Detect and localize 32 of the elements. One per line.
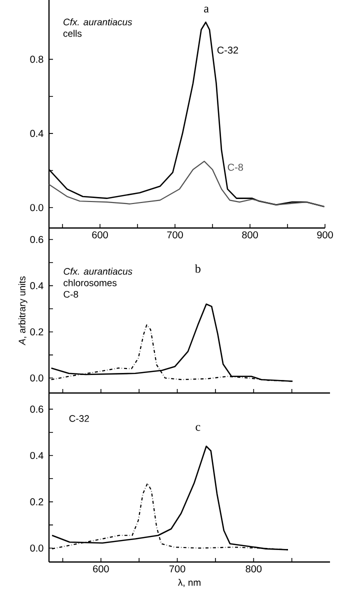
y-tick-label: 0.4 [30, 130, 44, 137]
y-tick-label: 0.2 [30, 498, 44, 506]
y-tick-label: 0.4 [30, 452, 44, 460]
series-label: C-8 [228, 164, 243, 171]
x-axis-title: λ, nm [178, 578, 200, 587]
x-tick-label: 600 [93, 565, 109, 572]
x-tick-label: 700 [167, 231, 183, 238]
annotation: Cfx. aurantiacus [64, 18, 132, 26]
y-tick-label: 0.2 [30, 328, 44, 336]
annotation: Cfx. aurantiacus [64, 268, 132, 275]
text: b [194, 264, 200, 273]
annotation: C-8 [64, 290, 78, 298]
y-tick-label: 0.0 [30, 204, 44, 212]
y-tick-label: 0.8 [30, 56, 44, 63]
text: c [196, 425, 200, 431]
y-tick-label: 0.4 [30, 282, 44, 290]
y-tick-label: 0.6 [30, 406, 44, 413]
annotation: chlorosomes [64, 279, 117, 286]
x-tick-label: 800 [246, 565, 262, 572]
series-label: C-32 [217, 46, 238, 54]
x-tick-label: 800 [242, 231, 258, 238]
x-tick-label: 900 [317, 231, 333, 238]
x-tick-label: 700 [169, 565, 186, 572]
y-axis-title: A, arbitrary units [18, 276, 28, 346]
x-tick-label: 600 [92, 231, 108, 238]
y-tick-label: 0.6 [30, 236, 44, 244]
y-tick-label: 0.0 [30, 374, 44, 382]
chart-title: a [204, 6, 209, 12]
y-tick-label: 0.0 [30, 544, 44, 552]
annotation: C-32 [69, 415, 89, 422]
line-series [48, 160, 325, 208]
annotation: cells [63, 30, 82, 37]
